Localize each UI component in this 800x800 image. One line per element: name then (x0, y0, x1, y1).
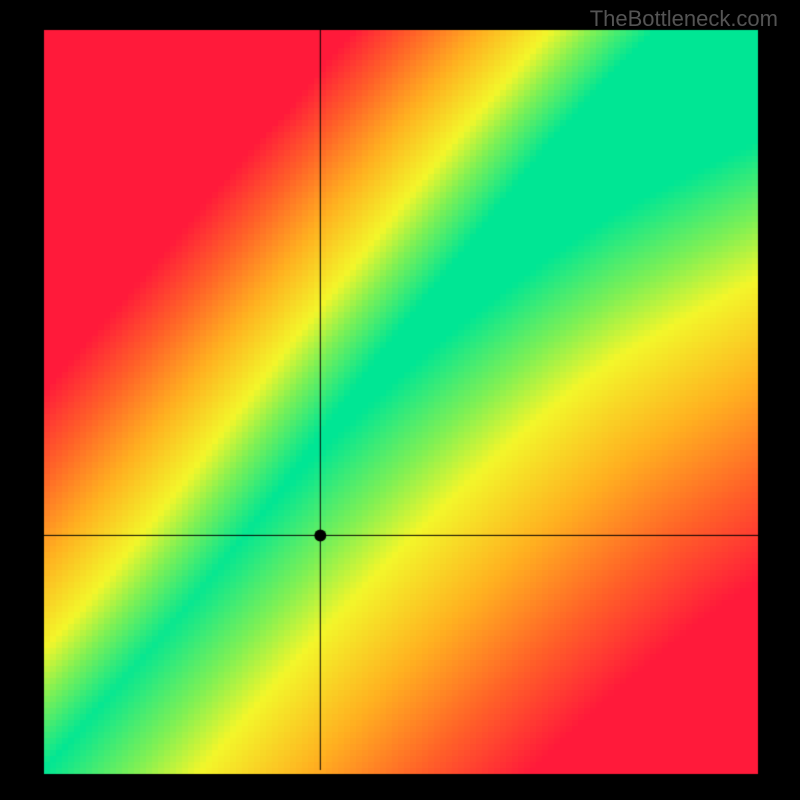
chart-container: TheBottleneck.com (0, 0, 800, 800)
watermark-text: TheBottleneck.com (590, 6, 778, 32)
heatmap-canvas (0, 0, 800, 800)
